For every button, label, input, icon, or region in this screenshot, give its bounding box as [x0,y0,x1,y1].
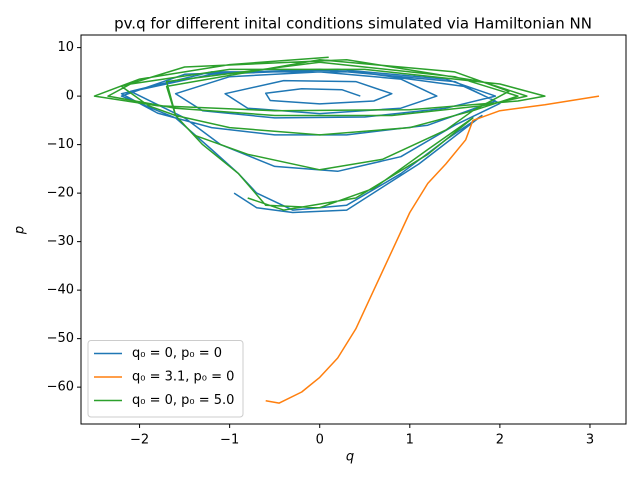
y-tick-label: −20 [47,186,74,201]
x-tick-label: 0 [316,433,324,448]
x-tick-label: 3 [586,433,594,448]
series-line [93,56,546,211]
y-tick-label: −10 [47,137,74,152]
y-tick-label: −50 [47,331,74,346]
x-axis-label: q [346,450,354,465]
x-tick-label: −1 [220,433,239,448]
y-tick-label: −30 [47,234,74,249]
legend-label: q₀ = 0, p₀ = 0 [132,346,222,361]
axes-frame [80,34,627,425]
legend-label: q₀ = 0, p₀ = 5.0 [132,393,234,408]
x-tick-label: 2 [496,433,504,448]
chart-title: pv.q for different inital conditions sim… [114,15,592,33]
y-tick-label: 0 [66,89,74,104]
legend-box [87,340,244,418]
y-tick-label: 10 [57,40,74,55]
x-tick-label: −2 [130,433,149,448]
legend-label: q₀ = 3.1, p₀ = 0 [132,370,234,385]
x-tick-label: 1 [406,433,414,448]
y-tick-label: −40 [47,283,74,298]
y-axis-label: p [13,226,28,235]
series-line [265,95,600,404]
y-tick-label: −60 [47,380,74,395]
